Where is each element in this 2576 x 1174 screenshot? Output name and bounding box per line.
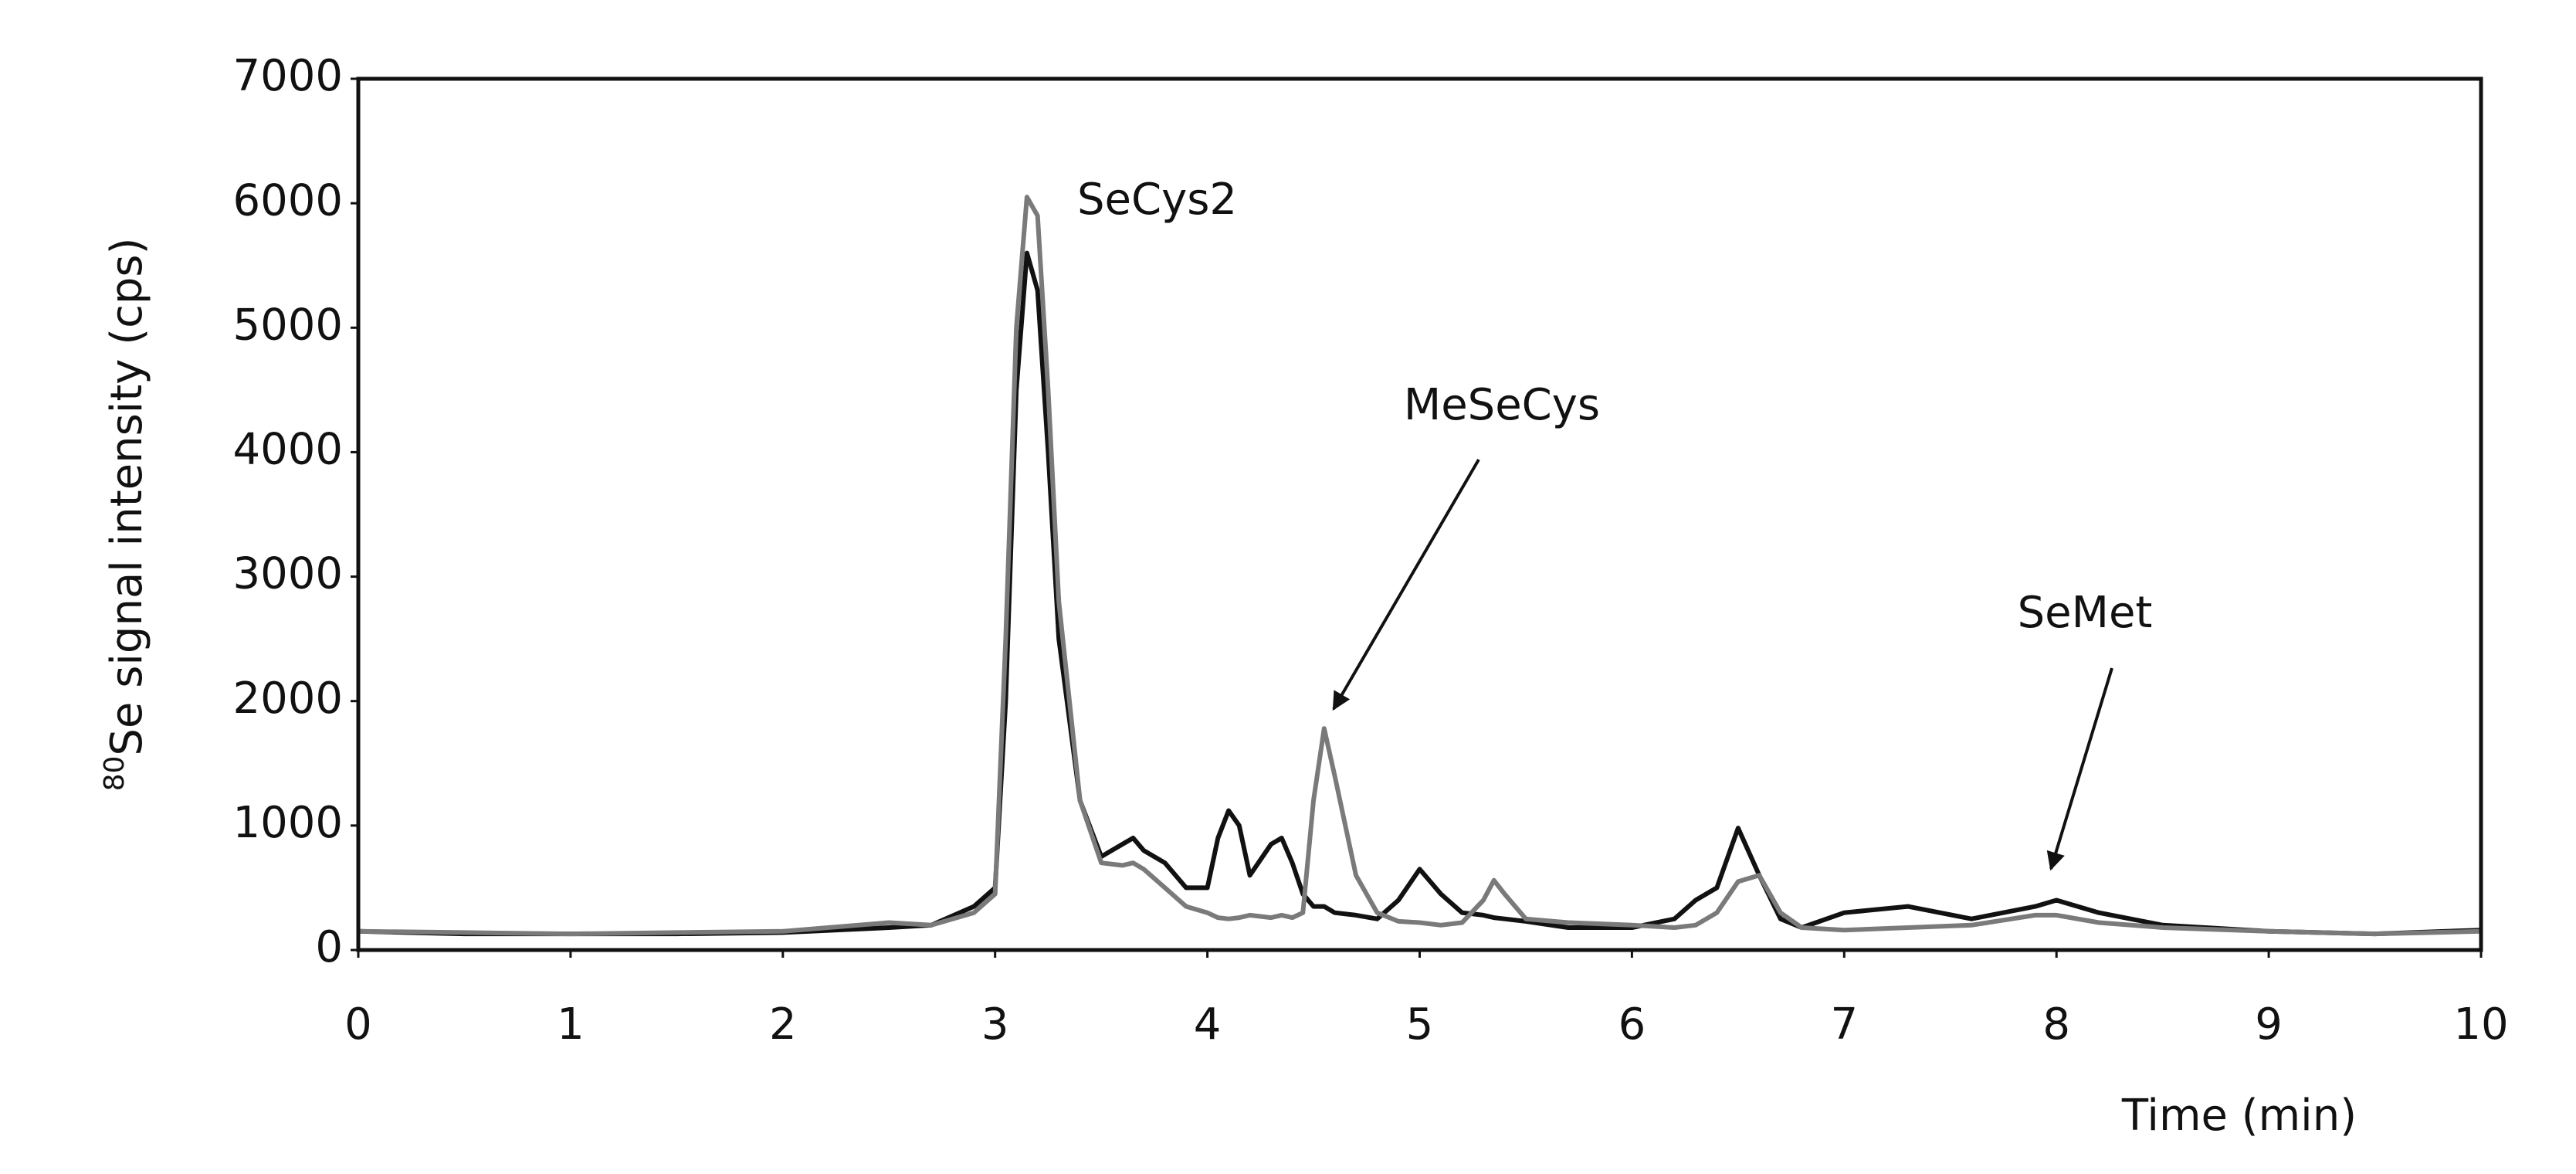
y-axis-label-sup: 80: [99, 756, 130, 792]
annotation: SeMet: [2018, 588, 2153, 638]
data-line: [358, 250, 2482, 937]
y-tick-label: 7000: [232, 51, 343, 101]
x-tick-label: 1: [557, 999, 585, 1050]
y-tick-label: 6000: [232, 175, 343, 226]
y-axis-label-main: Se signal intensity (cps): [102, 238, 152, 756]
x-tick-label: 7: [1830, 999, 1858, 1050]
annotation-arrow: [2046, 667, 2113, 871]
x-tick-label: 4: [1194, 999, 1222, 1050]
y-tick-label: 5000: [232, 300, 343, 350]
annotation: SeCys2: [1077, 175, 1237, 225]
plot-frame: [356, 76, 2483, 952]
x-tick-label: 2: [769, 999, 797, 1050]
y-axis-label: 80Se signal intensity (cps): [99, 238, 152, 792]
y-tick-label: 1000: [232, 798, 343, 848]
data-line: [358, 195, 2482, 937]
x-tick-label: 8: [2042, 999, 2070, 1050]
y-tick-label: 3000: [232, 549, 343, 599]
x-tick-label: 6: [1618, 999, 1646, 1050]
x-tick-label: 3: [981, 999, 1009, 1050]
x-tick-label: 9: [2255, 999, 2283, 1050]
annotation: MeSeCys: [1404, 380, 1600, 430]
x-tick-label: 10: [2453, 999, 2508, 1050]
y-tick-label: 4000: [232, 425, 343, 475]
annotation-arrow: [1332, 458, 1480, 711]
y-tick-label: 0: [315, 922, 343, 972]
x-tick-label: 5: [1406, 999, 1434, 1050]
x-tick-label: 0: [344, 999, 372, 1050]
y-tick-label: 2000: [232, 674, 343, 724]
x-axis-label: Time (min): [2121, 1091, 2357, 1141]
